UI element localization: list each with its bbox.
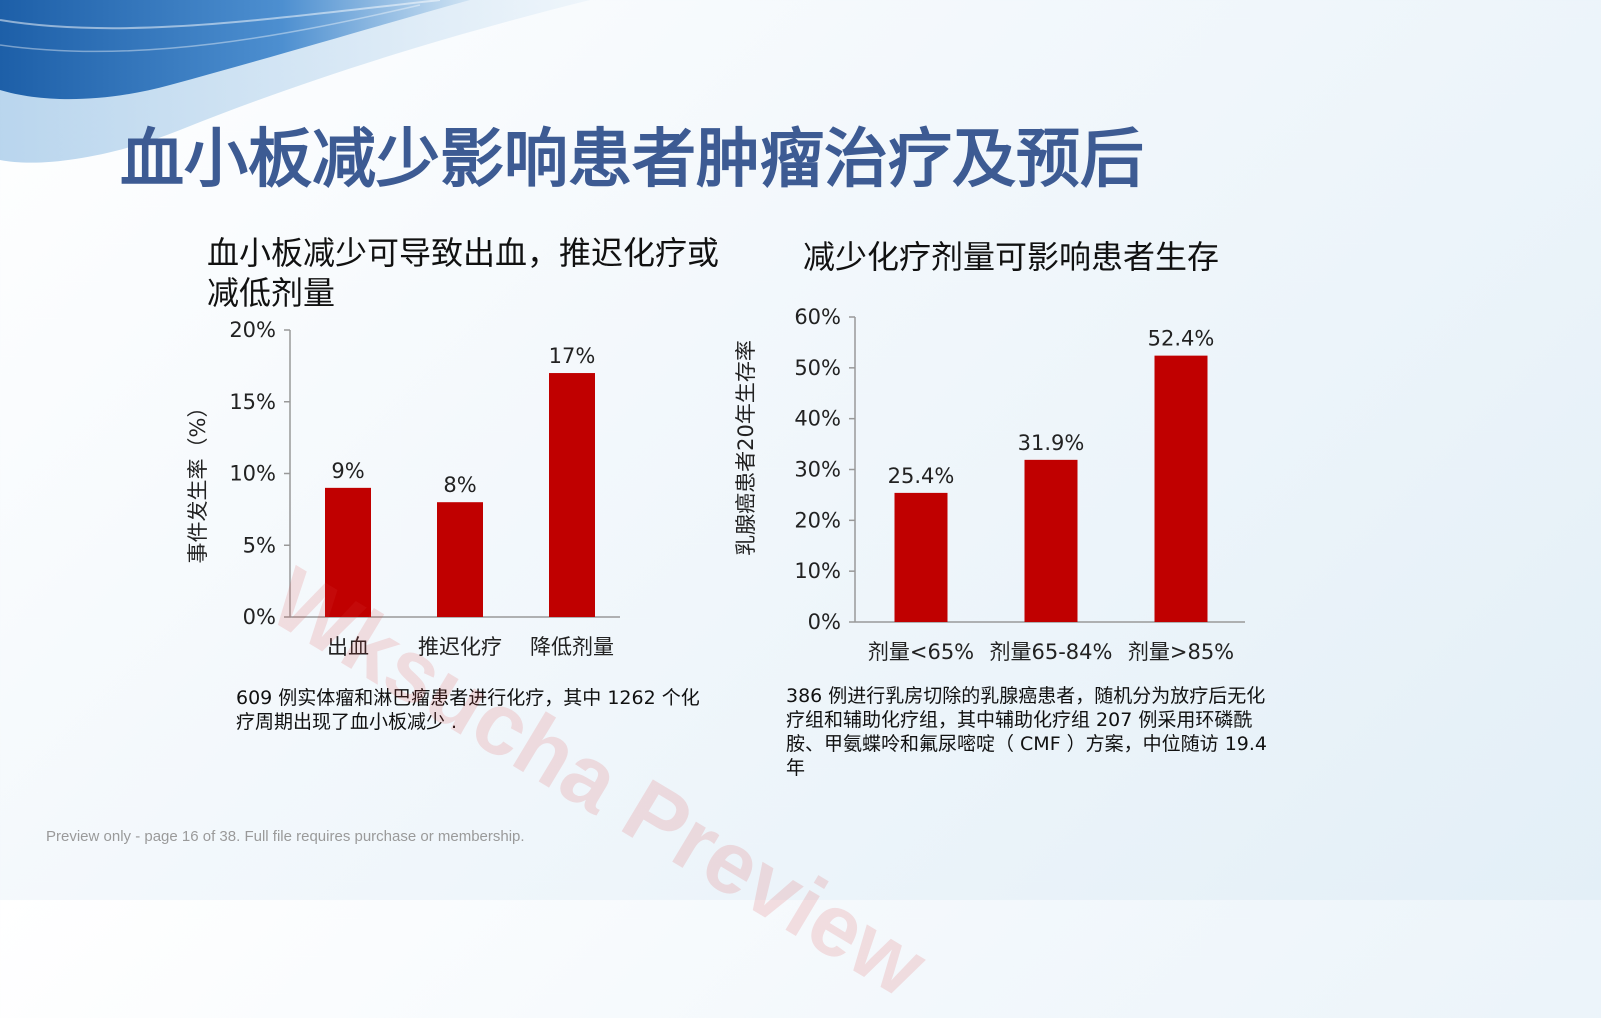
y-tick-label: 60% — [794, 305, 841, 329]
bar — [549, 373, 595, 617]
bar-value-label: 25.4% — [888, 464, 955, 488]
category-label: 剂量>85% — [1128, 640, 1234, 664]
bar — [894, 492, 948, 622]
bar — [325, 487, 371, 617]
y-axis-label: 乳腺癌患者20年生存率 — [734, 340, 758, 556]
bar-value-label: 8% — [443, 473, 476, 497]
right-bar-chart: 0% 10% 20% 30% 40% 50% 60% 乳腺癌患者20年生存率 25.4% 剂量<6… — [734, 305, 1245, 664]
right-chart-note: 386 例进行乳房切除的乳腺癌患者，随机分为放疗后无化疗组和辅助化疗组，其中辅助… — [786, 685, 1268, 779]
y-tick-label: 5% — [243, 533, 276, 557]
y-tick-label: 10% — [794, 559, 841, 583]
bar — [437, 502, 483, 617]
bar — [1154, 355, 1208, 622]
right-chart-heading: 减少化疗剂量可影响患者生存 — [803, 238, 1220, 276]
category-label: 剂量<65% — [868, 640, 974, 664]
bar-value-label: 31.9% — [1018, 431, 1085, 455]
y-tick-label: 15% — [229, 390, 276, 414]
category-label: 推迟化疗 — [418, 635, 502, 659]
y-tick-label: 20% — [229, 318, 276, 342]
preview-footer: Preview only - page 16 of 38. Full file … — [46, 828, 525, 845]
slide-title: 血小板减少影响患者肿瘤治疗及预后 — [120, 123, 1144, 197]
bar — [1024, 459, 1078, 622]
left-bar-chart: 0% 5% 10% 15% 20% 事件发生率（%） 9% 出血 8% 推迟化疗 17% 降低剂量 — [186, 318, 620, 659]
bar-value-label: 17% — [549, 344, 596, 368]
bar-value-label: 9% — [331, 459, 364, 483]
left-chart-note: 609 例实体瘤和淋巴瘤患者进行化疗，其中 1262 个化疗周期出现了血小板减少… — [236, 687, 700, 733]
left-chart-heading: 血小板减少可导致出血，推迟化疗或减低剂量 — [207, 234, 720, 312]
category-label: 降低剂量 — [530, 635, 614, 659]
y-axis-label: 事件发生率（%） — [186, 397, 210, 564]
y-tick-label: 0% — [808, 610, 841, 634]
header-wave-decoration — [0, 0, 590, 163]
y-tick-label: 30% — [794, 458, 841, 482]
category-label: 剂量65-84% — [990, 640, 1113, 664]
y-tick-label: 50% — [794, 356, 841, 380]
y-tick-label: 20% — [794, 508, 841, 532]
y-tick-label: 10% — [229, 462, 276, 486]
category-label: 出血 — [327, 635, 369, 659]
y-tick-label: 40% — [794, 407, 841, 431]
bar-value-label: 52.4% — [1148, 327, 1215, 351]
y-tick-label: 0% — [243, 605, 276, 629]
